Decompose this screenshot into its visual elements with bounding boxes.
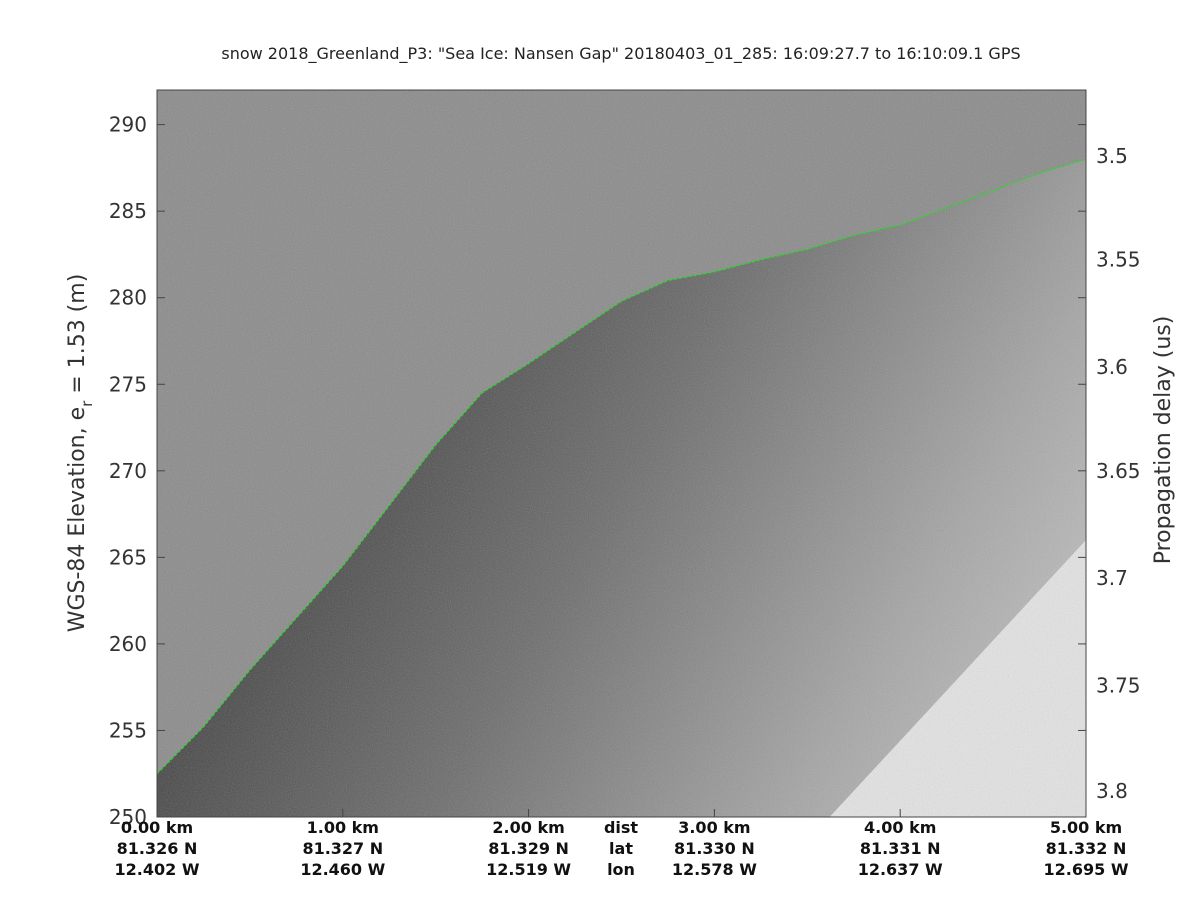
x-tick-label: 12.402 W [115,860,200,879]
y-tick-label: 270 [109,459,147,483]
y-tick-label: 250 [109,805,147,829]
bottom-axis: 0.00 km 81.326 N 12.402 W 1.00 km 81.327 N 12… [115,809,1129,879]
y-tick-label: 280 [109,286,147,310]
x-tick-label: 12.637 W [858,860,943,879]
y2-tick-label: 3.75 [1096,673,1141,697]
x-tick-label: 1.00 km [307,818,379,837]
y-tick-label: 260 [109,632,147,656]
x-tick-label: 2.00 km [492,818,564,837]
chart-title: snow 2018_Greenland_P3: "Sea Ice: Nansen… [221,44,1020,64]
y-tick-label: 290 [109,113,147,137]
x-tick-label: 3.00 km [678,818,750,837]
x-tick-label: 81.329 N [488,839,569,858]
surface-pick-line [157,158,1086,775]
x-tick-label: 81.327 N [302,839,383,858]
x-row-label: dist [604,818,638,837]
y2-tick-label: 3.8 [1096,779,1128,803]
x-tick-label: 12.519 W [486,860,571,879]
y2-tick-label: 3.6 [1096,355,1128,379]
y2-tick-label: 3.55 [1096,248,1141,272]
y-tick-label: 265 [109,545,147,569]
y-axis-label: WGS-84 Elevation, er = 1.53 (m) [65,274,96,633]
left-axis: 250 255 260 265 270 275 280 285 290 [109,113,1086,829]
y2-tick-label: 3.7 [1096,566,1128,590]
y-tick-label: 255 [109,718,147,742]
x-row-label: lat [609,839,633,858]
x-tick-label: 0.00 km [121,818,193,837]
x-tick-label: 81.330 N [674,839,755,858]
x-tick-label: 81.326 N [117,839,198,858]
x-tick-label: 12.460 W [300,860,385,879]
y-tick-label: 285 [109,199,147,223]
y2-tick-label: 3.5 [1096,144,1128,168]
x-tick-label: 12.578 W [672,860,757,879]
x-tick-label: 4.00 km [864,818,936,837]
x-tick-label: 81.331 N [860,839,941,858]
y2-axis-label: Propagation delay (us) [1151,316,1176,565]
x-tick-label: 12.695 W [1044,860,1129,879]
x-row-label: lon [607,860,635,879]
y2-tick-label: 3.65 [1096,459,1141,483]
x-tick-label: 5.00 km [1050,818,1122,837]
right-axis: 3.5 3.55 3.6 3.65 3.7 3.75 3.8 [1096,144,1141,803]
plot-frame [156,89,1087,818]
x-tick-label: 81.332 N [1046,839,1127,858]
y-tick-label: 275 [109,372,147,396]
